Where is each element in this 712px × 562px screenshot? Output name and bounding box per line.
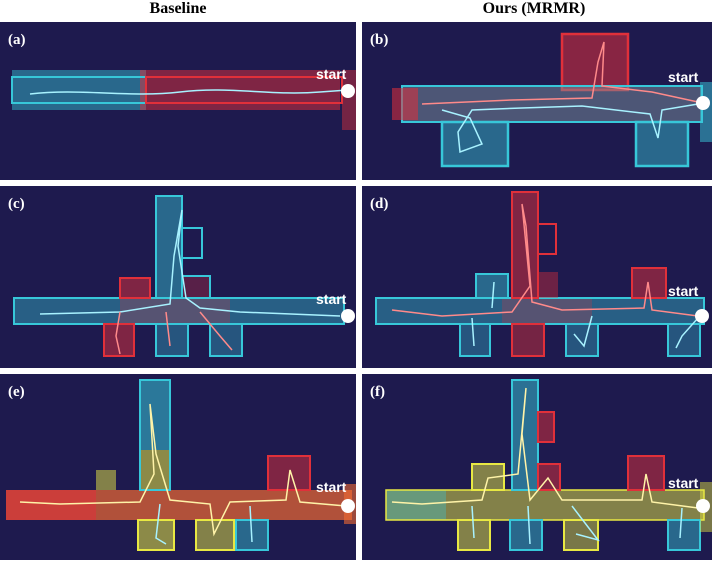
room-outline — [627, 455, 665, 491]
explored-room-cyan — [476, 274, 508, 298]
room-outline — [235, 519, 269, 551]
room-outline — [667, 519, 701, 551]
room-outline — [119, 277, 151, 299]
explored-room-red — [538, 412, 554, 442]
room-outline — [475, 273, 509, 299]
panel-a: (a) start — [0, 22, 356, 180]
explored-room-cyan — [460, 324, 490, 356]
explored-room-cyan — [668, 324, 700, 356]
start-label: start — [668, 475, 699, 491]
robot-trajectory — [39, 209, 341, 317]
explored-room-yellow — [196, 520, 234, 550]
robot-trajectory — [115, 311, 233, 355]
panel-e: (e) start — [0, 374, 356, 560]
start-label: start — [668, 69, 699, 85]
robot-trajectory — [19, 403, 347, 537]
robot-trajectory — [471, 281, 699, 349]
start-label: start — [316, 479, 347, 495]
room-outline — [457, 519, 491, 551]
robot-trajectory — [441, 103, 699, 154]
panel-label: (c) — [8, 196, 25, 212]
start-marker — [341, 309, 355, 323]
start-label: start — [668, 283, 699, 299]
room-outline — [155, 323, 189, 357]
room-outline — [139, 379, 171, 491]
explored-vertical-corridor — [512, 192, 538, 298]
explored-vertical-corridor — [140, 380, 170, 450]
start-label: start — [316, 66, 347, 82]
room-outline — [560, 32, 630, 92]
room-outline — [195, 519, 235, 551]
explored-room-red — [628, 456, 664, 490]
panel-label: (b) — [370, 32, 388, 48]
explored-corridor-red — [6, 490, 96, 520]
room-outline — [667, 323, 701, 357]
explored-room-red — [512, 324, 544, 356]
room-outline — [137, 519, 175, 551]
explored-corridor-cyan — [386, 490, 446, 520]
robot-trajectory — [29, 89, 349, 95]
room-outline — [181, 227, 203, 259]
room-outline — [634, 120, 690, 168]
robot-trajectory — [391, 203, 699, 317]
room-outline — [537, 411, 555, 443]
start-marker — [341, 84, 355, 98]
robot-trajectory — [391, 387, 699, 509]
explored-room-red — [538, 272, 558, 298]
explored-room-cyan — [636, 122, 688, 166]
room-outline — [631, 267, 667, 299]
explored-corridor-cyan — [376, 298, 704, 324]
entrance-area — [700, 82, 712, 142]
room-outline — [509, 519, 543, 551]
column-title-ours: Ours (MRMR) — [482, 0, 586, 17]
column-title-baseline: Baseline — [149, 0, 207, 17]
panel-label: (e) — [8, 384, 25, 400]
explored-corridor-red — [120, 298, 230, 324]
room-outline — [103, 323, 135, 357]
panel-label: (f) — [370, 384, 385, 400]
panel-d: (d) start — [362, 186, 712, 368]
start-marker — [695, 309, 709, 323]
robot-trajectory — [421, 41, 699, 105]
explored-room-cyan — [156, 324, 188, 356]
explored-room-cyan — [566, 324, 598, 356]
explored-corridor-red — [502, 298, 592, 324]
room-outline — [537, 223, 557, 255]
explored-room-cyan — [510, 520, 542, 550]
room-outline — [537, 463, 561, 491]
panel-f: (f) start — [362, 374, 712, 560]
start-marker — [341, 499, 355, 513]
room-outline — [459, 323, 491, 357]
start-label: start — [316, 291, 347, 307]
explored-room-red — [120, 278, 150, 298]
room-outline — [511, 323, 545, 357]
panel-label: (a) — [8, 32, 26, 48]
explored-room-red — [182, 276, 210, 298]
room-outline — [209, 323, 243, 357]
explored-room-cyan — [668, 520, 700, 550]
robot-trajectory — [155, 503, 253, 545]
room-outline — [471, 463, 505, 491]
room-outline — [563, 519, 599, 551]
panel-c: (c) start — [0, 186, 356, 368]
explored-room-yellow — [96, 470, 116, 490]
start-marker — [696, 499, 710, 513]
panel-b: (b) start — [362, 22, 712, 180]
room-outline — [181, 275, 211, 299]
start-marker — [696, 96, 710, 110]
panel-label: (d) — [370, 196, 388, 212]
room-outline — [440, 120, 510, 168]
corridor-end-red — [392, 88, 418, 120]
robot-trajectory — [471, 505, 683, 545]
explored-corridor-red — [402, 86, 702, 122]
room-outline — [565, 323, 599, 357]
explored-corridor-cyan — [14, 298, 344, 324]
room-outline — [267, 455, 311, 491]
